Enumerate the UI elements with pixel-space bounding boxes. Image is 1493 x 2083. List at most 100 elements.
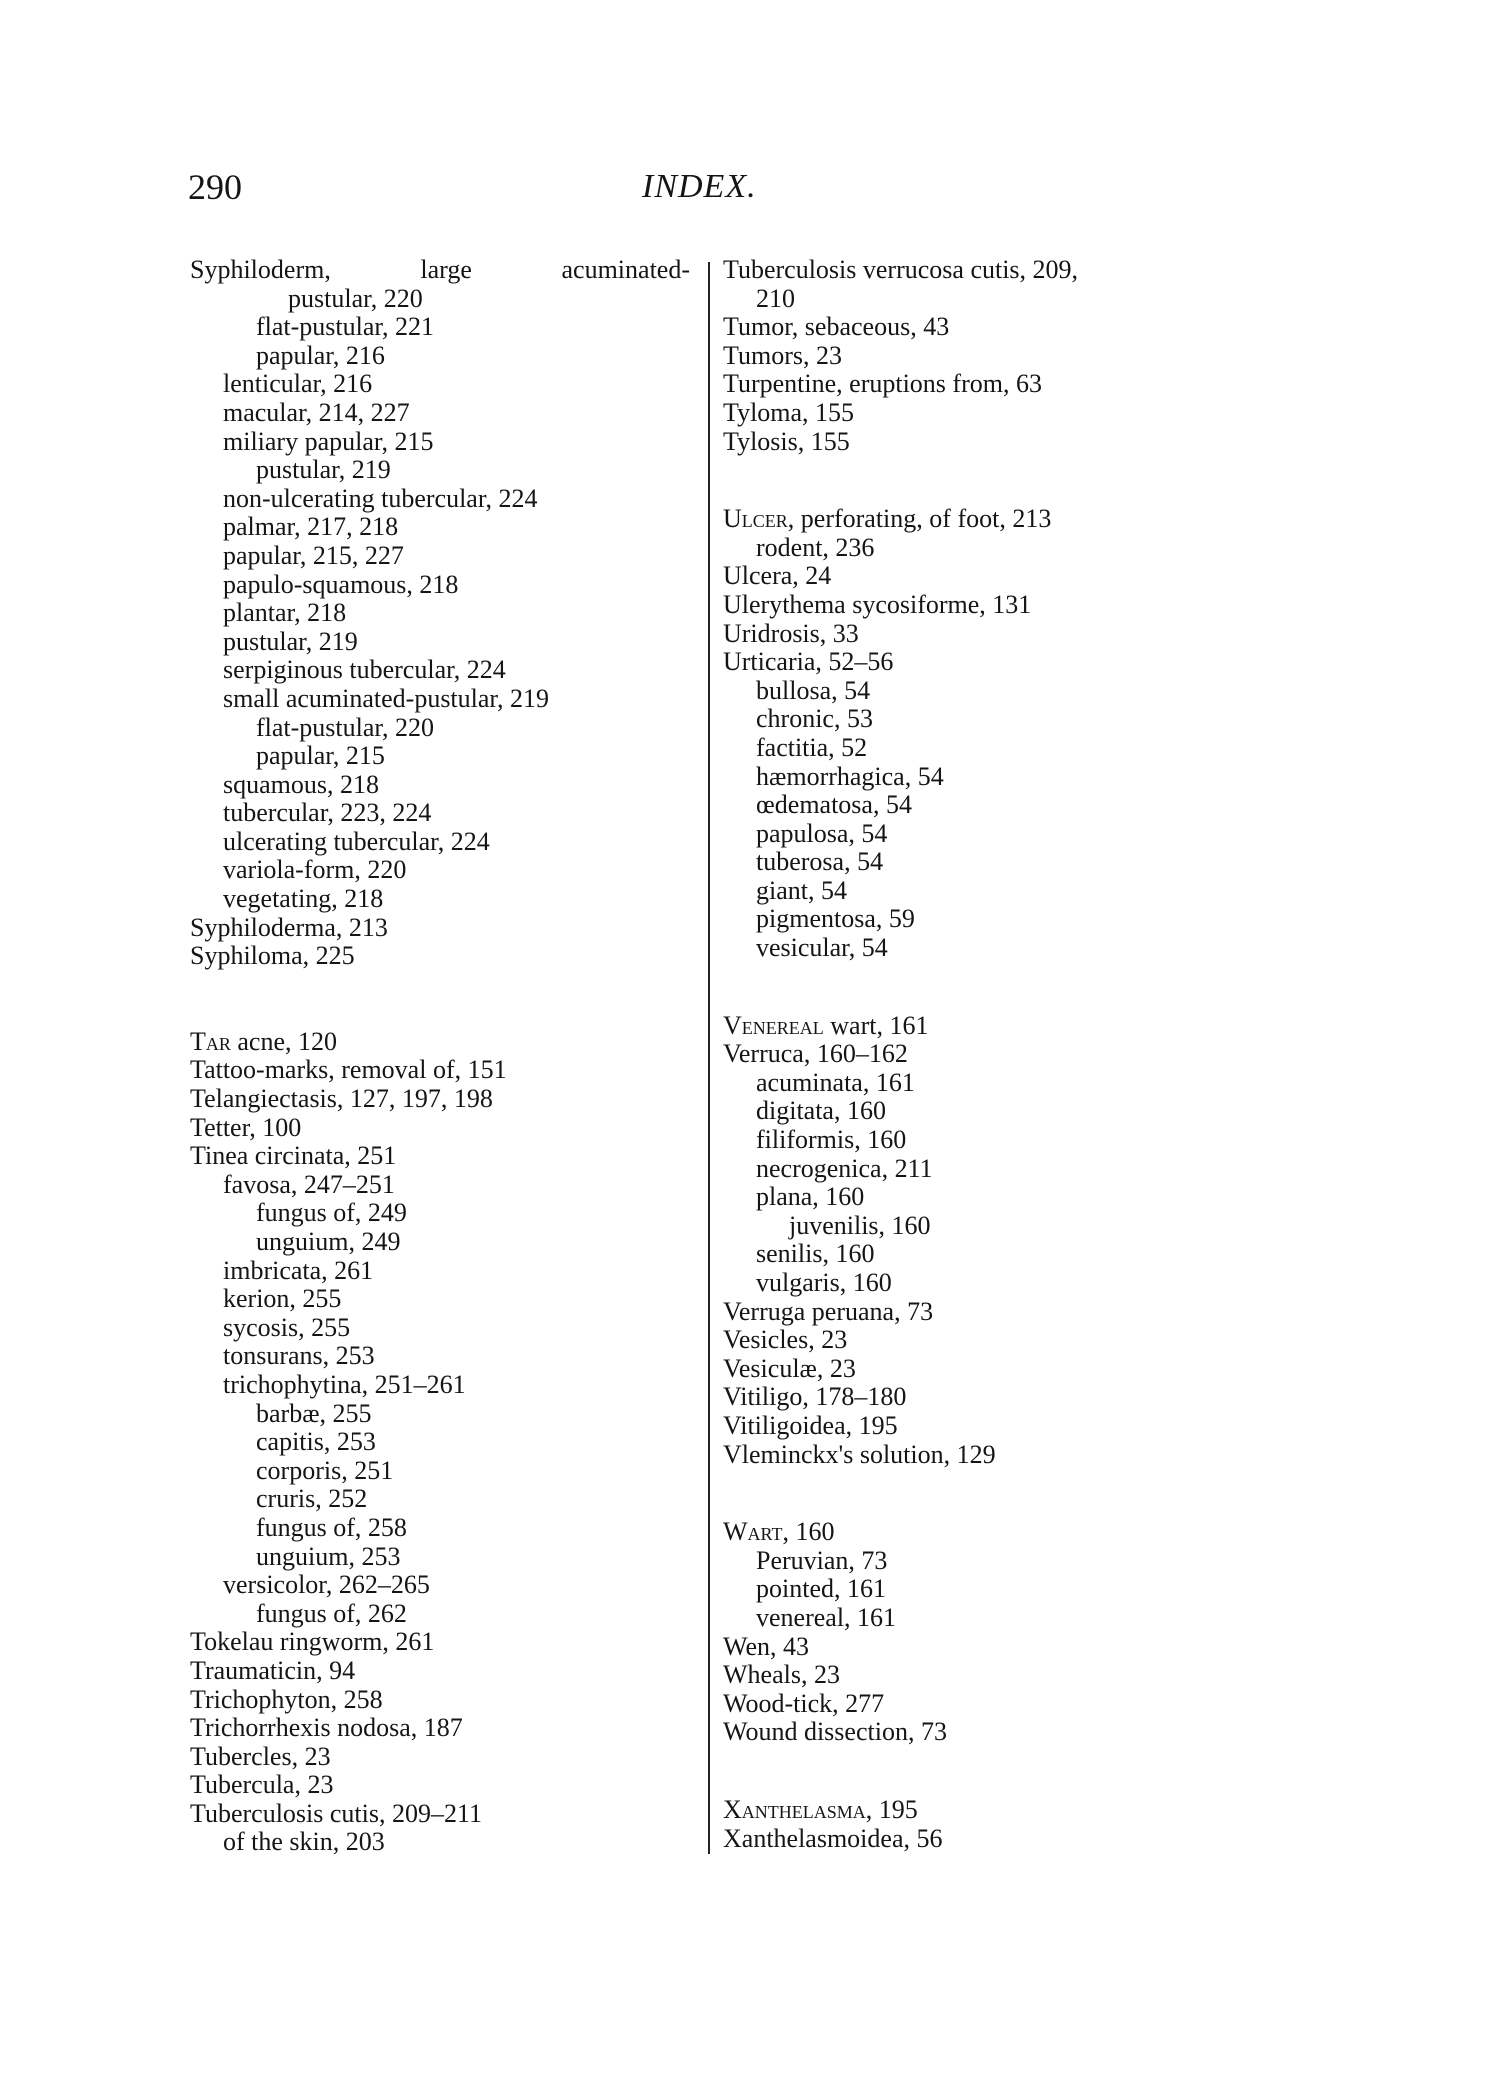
index-entry: papular, 215 — [190, 741, 690, 771]
index-entry-text: œdematosa, 54 — [756, 790, 912, 820]
index-entry-text: miliary papular, 215 — [223, 426, 434, 456]
index-entry-text: ulcerating tubercular, 224 — [223, 826, 490, 856]
index-entry: Tetter, 100 — [190, 1112, 690, 1143]
index-entry: vesicular, 54 — [723, 933, 1243, 963]
index-entry: bullosa, 54 — [723, 675, 1243, 706]
index-entry-text: Tetter, 100 — [190, 1112, 302, 1142]
index-entry-text: fungus of, 249 — [256, 1198, 407, 1228]
index-entry-text: Tumors, 23 — [723, 340, 842, 370]
index-entry-lead: Tar — [190, 1026, 231, 1056]
index-entry-text: small acuminated-pustular, 219 — [223, 683, 550, 713]
index-entry-text: Tinea circinata, 251 — [190, 1141, 397, 1171]
page-number: 290 — [188, 167, 242, 207]
index-entry-word: acuminated- — [561, 255, 691, 284]
column-divider — [708, 262, 710, 1854]
index-entry-text: Ulerythema sycosiforme, 131 — [723, 589, 1032, 619]
index-right-column: Tuberculosis verrucosa cutis, 209, 210 Tum… — [723, 255, 1243, 1854]
index-entry: tuberosa, 54 — [723, 847, 1243, 877]
index-entry: Tubercles, 23 — [190, 1741, 690, 1772]
index-entry-text: cruris, 252 — [256, 1484, 368, 1514]
index-entry-text: chronic, 53 — [756, 704, 873, 734]
index-entry-text: giant, 54 — [756, 875, 847, 905]
index-entry-text: papulo-squamous, 218 — [223, 569, 459, 599]
index-entry: squamous, 218 — [190, 770, 690, 800]
index-entry-text: variola-form, 220 — [223, 855, 407, 885]
index-entry-text: Tyloma, 155 — [723, 397, 855, 427]
index-entry: Vesiculæ, 23 — [723, 1354, 1243, 1384]
index-entry-text: acne, 120 — [230, 1026, 338, 1056]
index-entry-text: bullosa, 54 — [756, 675, 871, 705]
index-entry: papulosa, 54 — [723, 818, 1243, 849]
index-entry: Verruca, 160–162 — [723, 1039, 1243, 1069]
index-entry-text: tubercular, 223, 224 — [223, 798, 432, 828]
index-entry-text: Tattoo-marks, removal of, 151 — [190, 1055, 507, 1085]
index-entry-text: fungus of, 262 — [256, 1598, 407, 1628]
index-entry: of the skin, 203 — [190, 1828, 690, 1857]
index-left-column: Syphiloderm, large acuminated-pustular, 22… — [190, 255, 691, 1857]
index-entry-text: papular, 216 — [256, 340, 385, 370]
index-entry: Tumor, sebaceous, 43 — [723, 312, 1243, 342]
index-entry: Syphiloderma, 213 — [190, 913, 690, 943]
index-entry-text: juvenilis, 160 — [789, 1210, 931, 1240]
index-entry: hæmorrhagica, 54 — [723, 762, 1243, 792]
index-entry: flat-pustular, 221 — [190, 312, 690, 342]
index-entry-text: pointed, 161 — [756, 1574, 886, 1604]
index-entry: vulgaris, 160 — [723, 1268, 1243, 1298]
index-entry: papular, 215, 227 — [190, 540, 690, 571]
index-entry-text: tuberosa, 54 — [756, 847, 884, 877]
index-entry: small acuminated-pustular, 219 — [190, 683, 690, 714]
index-entry-text: favosa, 247–251 — [223, 1169, 395, 1199]
index-entry: Peruvian, 73 — [723, 1545, 1243, 1576]
index-entry-text: unguium, 249 — [256, 1227, 401, 1256]
index-entry-text: unguium, 253 — [256, 1541, 401, 1571]
index-entry: fungus of, 258 — [190, 1513, 690, 1543]
index-entry-text: Traumaticin, 94 — [190, 1655, 356, 1685]
index-entry-text: Trichophyton, 258 — [190, 1684, 383, 1714]
index-entry-text: Wood-tick, 277 — [723, 1688, 885, 1718]
index-entry-text: plantar, 218 — [223, 598, 347, 628]
index-entry: Vitiligo, 178–180 — [723, 1383, 1243, 1412]
index-entry-text: Tuberculosis cutis, 209–211 — [190, 1798, 483, 1828]
index-entry-text: Peruvian, 73 — [756, 1545, 888, 1575]
index-entry: pustular, 220 — [190, 283, 690, 314]
index-entry-text: flat-pustular, 220 — [256, 712, 435, 742]
index-entry: Traumaticin, 94 — [190, 1655, 690, 1686]
index-entry: kerion, 255 — [190, 1284, 690, 1314]
index-entry-text: pustular, 220 — [288, 283, 423, 313]
index-entry-text: pustular, 219 — [256, 455, 391, 485]
index-entry-word: Syphiloderm, — [190, 255, 331, 284]
index-entry-text: corporis, 251 — [256, 1455, 394, 1485]
index-entry: Wound dissection, 73 — [723, 1718, 1243, 1747]
index-entry-text: imbricata, 261 — [223, 1255, 374, 1285]
index-entry-text: Tubercles, 23 — [190, 1741, 331, 1771]
index-entry-text: 210 — [756, 283, 795, 313]
index-entry-text: Turpentine, eruptions from, 63 — [723, 369, 1042, 399]
index-entry-text: rodent, 236 — [756, 532, 875, 562]
index-entry-text: Urticaria, 52–56 — [723, 647, 894, 677]
index-entry-text: papulosa, 54 — [756, 818, 888, 848]
index-entry-text: , 195 — [865, 1794, 918, 1824]
index-entry: pigmentosa, 59 — [723, 905, 1243, 934]
index-entry: venereal, 161 — [723, 1603, 1243, 1633]
index-entry: vegetating, 218 — [190, 884, 690, 914]
index-entry: factitia, 52 — [723, 733, 1243, 763]
index-entry: Trichorrhexis nodosa, 187 — [190, 1713, 690, 1743]
index-entry: senilis, 160 — [723, 1240, 1243, 1269]
index-entry: tonsurans, 253 — [190, 1342, 690, 1371]
index-entry-text: Uridrosis, 33 — [723, 618, 859, 648]
index-entry: filiformis, 160 — [723, 1125, 1243, 1155]
index-entry: Verruga peruana, 73 — [723, 1297, 1243, 1327]
index-entry: palmar, 217, 218 — [190, 513, 690, 542]
index-entry: corporis, 251 — [190, 1455, 690, 1486]
index-entry-text: Vleminckx's solution, 129 — [723, 1439, 996, 1469]
index-entry: Turpentine, eruptions from, 63 — [723, 370, 1243, 399]
index-entry-text: Verruca, 160–162 — [723, 1039, 908, 1069]
index-entry: Tattoo-marks, removal of, 151 — [190, 1056, 690, 1085]
page-title: INDEX. — [642, 168, 757, 205]
index-entry-text: barbæ, 255 — [256, 1398, 372, 1428]
index-entry-text: tonsurans, 253 — [223, 1341, 375, 1371]
index-entry: Wart, 160 — [723, 1517, 1243, 1547]
index-entry: Xanthelasmoidea, 56 — [723, 1824, 1243, 1854]
index-entry-text: papular, 215, 227 — [223, 540, 404, 570]
index-entry: Tokelau ringworm, 261 — [190, 1628, 690, 1657]
